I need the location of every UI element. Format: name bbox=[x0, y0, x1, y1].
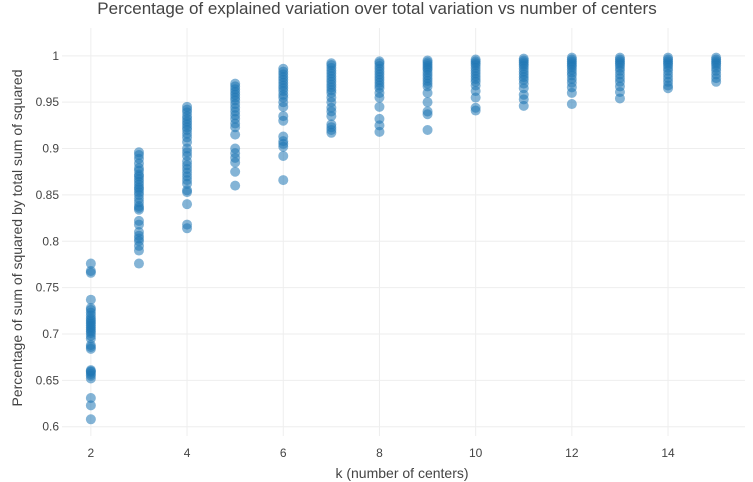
data-points bbox=[85, 52, 722, 425]
data-point bbox=[278, 131, 289, 142]
y-tick-label: 0.8 bbox=[42, 234, 59, 248]
y-tick-labels: 0.6 0.65 0.7 0.75 0.8 0.85 0.9 0.95 1 bbox=[36, 49, 60, 434]
chart-title: Percentage of explained variation over t… bbox=[97, 0, 656, 18]
data-point bbox=[230, 143, 241, 154]
data-point bbox=[278, 111, 289, 122]
data-point bbox=[470, 54, 481, 65]
data-point bbox=[326, 119, 337, 130]
data-point bbox=[422, 106, 433, 117]
data-point bbox=[470, 102, 481, 113]
data-point bbox=[133, 147, 144, 158]
y-tick-label: 0.9 bbox=[42, 142, 59, 156]
data-point bbox=[133, 215, 144, 226]
data-point bbox=[566, 52, 577, 63]
data-point bbox=[711, 52, 722, 63]
x-tick-label: 8 bbox=[376, 446, 383, 460]
data-point bbox=[422, 97, 433, 108]
x-tick-label: 2 bbox=[88, 446, 95, 460]
data-point bbox=[230, 180, 241, 191]
data-point bbox=[566, 99, 577, 110]
data-point bbox=[230, 129, 241, 140]
x-tick-label: 14 bbox=[661, 446, 675, 460]
data-point bbox=[518, 53, 529, 64]
y-tick-label: 0.75 bbox=[36, 281, 60, 295]
y-tick-label: 0.85 bbox=[36, 188, 60, 202]
x-tick-label: 10 bbox=[469, 446, 483, 460]
data-point bbox=[85, 400, 96, 411]
data-point bbox=[133, 258, 144, 269]
data-point bbox=[230, 78, 241, 89]
data-point bbox=[278, 63, 289, 74]
y-tick-label: 0.6 bbox=[42, 420, 59, 434]
data-point bbox=[663, 52, 674, 63]
data-point bbox=[182, 219, 193, 230]
data-point bbox=[85, 294, 96, 305]
data-point bbox=[374, 101, 385, 112]
x-tick-label: 4 bbox=[184, 446, 191, 460]
x-tick-labels: 2 4 6 8 10 12 14 bbox=[88, 446, 676, 460]
data-point bbox=[374, 56, 385, 67]
data-point bbox=[614, 52, 625, 63]
data-point bbox=[230, 166, 241, 177]
y-tick-label: 0.95 bbox=[36, 95, 60, 109]
data-point bbox=[422, 55, 433, 66]
y-tick-label: 0.65 bbox=[36, 373, 60, 387]
y-axis-label: Percentage of sum of squared by total su… bbox=[9, 70, 25, 407]
data-point bbox=[85, 365, 96, 376]
data-point bbox=[422, 125, 433, 135]
data-point bbox=[278, 150, 289, 161]
data-point bbox=[85, 414, 96, 425]
data-point bbox=[85, 303, 96, 314]
data-point bbox=[182, 101, 193, 112]
data-point bbox=[85, 392, 96, 403]
x-tick-label: 6 bbox=[280, 446, 287, 460]
data-point bbox=[326, 58, 337, 69]
data-point bbox=[374, 113, 385, 124]
x-tick-label: 12 bbox=[565, 446, 579, 460]
y-tick-label: 1 bbox=[52, 49, 59, 63]
data-point bbox=[85, 258, 96, 269]
y-gridlines bbox=[62, 55, 745, 428]
data-point bbox=[278, 175, 289, 186]
y-tick-label: 0.7 bbox=[42, 327, 59, 341]
data-point bbox=[182, 199, 193, 210]
data-point bbox=[85, 265, 96, 276]
data-point bbox=[133, 227, 144, 237]
x-axis-label: k (number of centers) bbox=[335, 465, 468, 481]
